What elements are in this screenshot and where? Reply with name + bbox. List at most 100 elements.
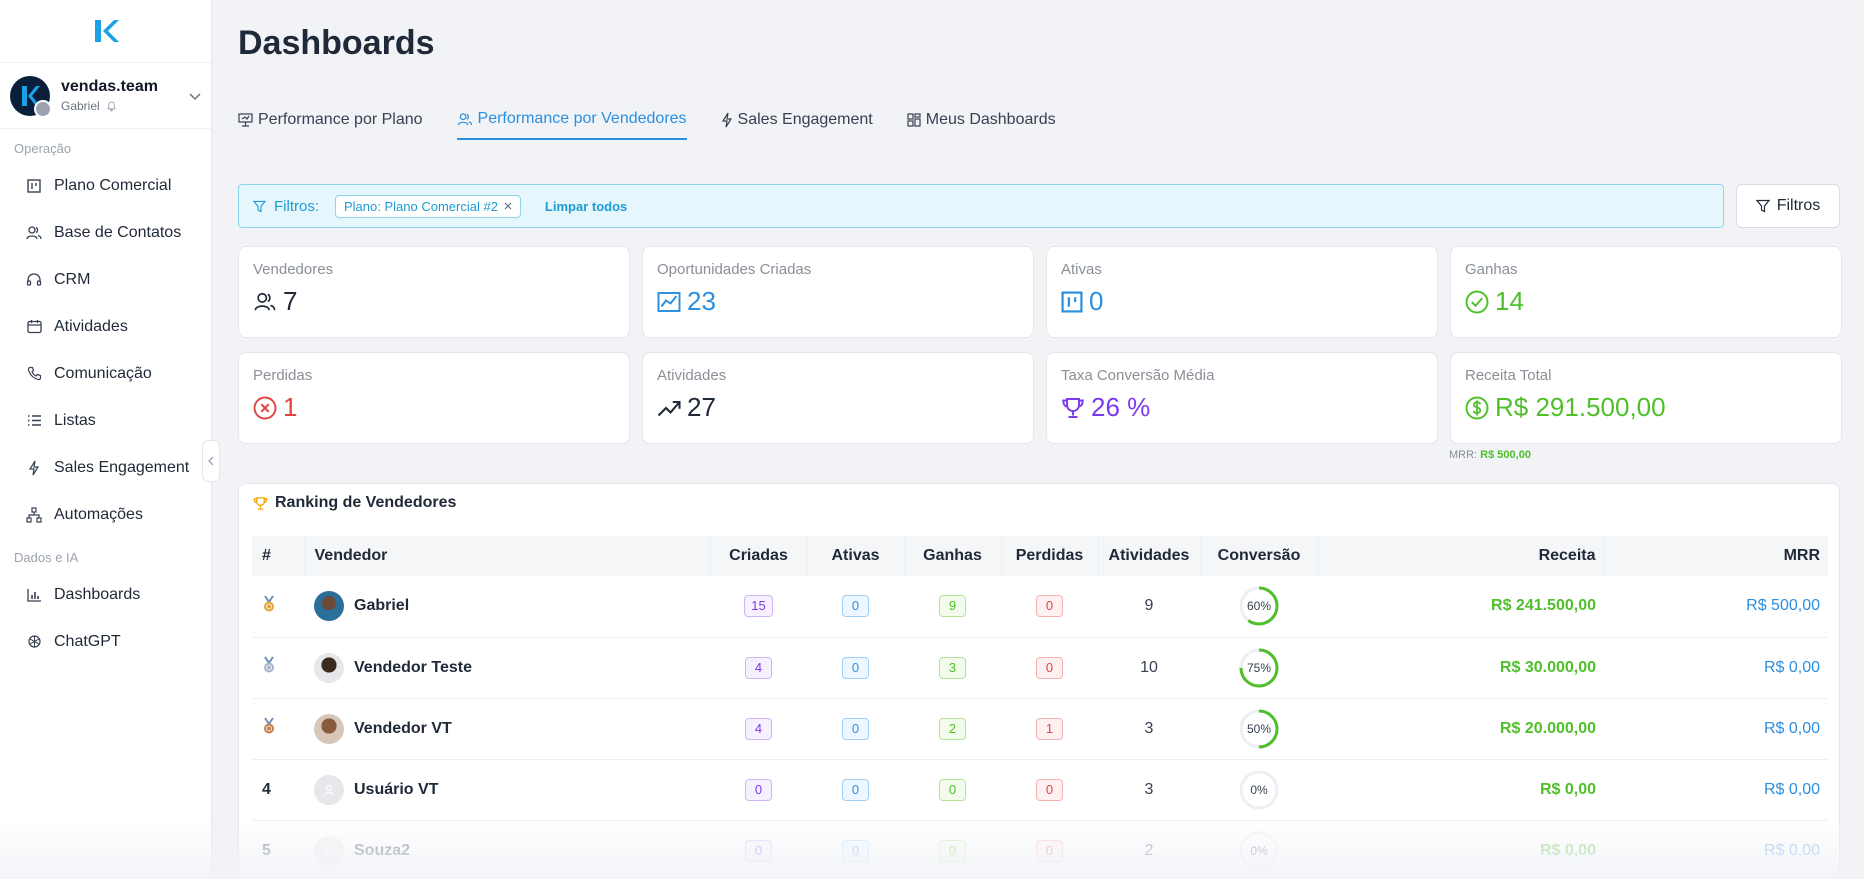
stat-label: Taxa Conversão Média [1061,367,1215,384]
ativas-badge: 0 [842,717,869,740]
sidebar-item-dashboards[interactable]: Dashboards [0,571,211,618]
lightning-icon [26,460,42,476]
conversion-value: 0% [1250,782,1268,797]
tab-label: Sales Engagement [737,111,873,128]
filters-button[interactable]: Filtros [1736,184,1840,228]
sidebar-item-automacoes[interactable]: Automações [0,491,211,538]
column-header-conversao[interactable]: Conversão [1200,536,1319,576]
column-header-rank[interactable]: # [252,536,305,576]
clear-all-filters-link[interactable]: Limpar todos [544,198,628,214]
mrr-value: R$ 0,00 [1763,658,1820,676]
team-switcher[interactable]: vendas.team Gabriel [0,63,211,129]
table-row[interactable]: Vendedor Teste 4 0 3 0 10 75% R$ 30.000,00 R$ 0,… [252,637,1828,698]
team-user-name: Gabriel [61,99,100,113]
column-header-perdidas[interactable]: Perdidas [1001,536,1099,576]
receita-value: R$ 30.000,00 [1499,658,1596,676]
sidebar-item-chatgpt[interactable]: ChatGPT [0,618,211,665]
column-header-criadas[interactable]: Criadas [710,536,808,576]
app-logo[interactable] [0,0,211,63]
sidebar-item-crm[interactable]: CRM [0,256,211,303]
main-content: Dashboards Performance por Plano Perform… [238,0,1864,879]
ativas-badge: 0 [842,656,869,679]
sidebar-item-atividades[interactable]: Atividades [0,303,211,350]
team-name: vendas.team [61,78,158,95]
column-header-atividades[interactable]: Atividades [1098,536,1201,576]
kanban-icon [26,178,42,194]
bell-icon[interactable] [106,100,117,112]
logo-icon [94,20,119,42]
avatar [314,591,344,622]
stat-card-taxa-conversao-media: Taxa Conversão Média 26 % [1046,352,1438,444]
vendedor-name[interactable]: Vendedor VT [354,719,452,737]
stat-card-ativas: Ativas 0 [1046,246,1438,338]
user-mini-avatar [34,99,52,118]
tab-performance-por-vendedores[interactable]: Performance por Vendedores [456,100,687,140]
conversion-ring: 60% [1238,585,1280,627]
ranking-table: # Vendedor Criadas Ativas Ganhas Perdida… [252,536,1828,879]
chatgpt-icon [26,634,42,650]
ranking-card: Ranking de Vendedores # Vendedor Criadas… [238,483,1840,879]
chevron-down-icon[interactable] [189,88,201,104]
tab-performance-por-plano[interactable]: Performance por Plano [238,100,423,140]
sidebar-item-label: ChatGPT [54,632,121,650]
atividades-value: 3 [1144,780,1154,798]
column-header-ativas[interactable]: Ativas [807,536,905,576]
filter-icon [253,200,266,213]
stat-value: 27 [687,392,716,422]
conversion-value: 50% [1246,721,1272,736]
stat-label: Perdidas [253,367,313,384]
mrr-value: R$ 500,00 [1746,597,1820,615]
filter-chip[interactable]: Plano: Plano Comercial #2 [335,194,521,218]
sidebar-item-comunicacao[interactable]: Comunicação [0,350,211,397]
stat-value: 7 [283,286,298,316]
mrr-summary-label: MRR: [1449,449,1478,461]
headset-icon [26,272,42,288]
tab-sales-engagement[interactable]: Sales Engagement [721,100,873,140]
flow-icon [26,506,42,523]
conversion-ring: 50% [1238,708,1280,750]
ranking-table-body: Gabriel 15 0 9 0 9 60% R$ 241.500,00 R$ 500,00 Ve… [252,576,1828,879]
table-row[interactable]: 4 Usuário VT 0 0 0 0 3 0% R$ 0,00 R$ 0,00 [252,759,1828,820]
column-header-ganhas[interactable]: Ganhas [904,536,1002,576]
sidebar-item-label: Plano Comercial [54,176,172,194]
sidebar-item-plano-comercial[interactable]: Plano Comercial [0,162,211,209]
avatar [314,713,344,744]
vendedor-name[interactable]: Gabriel [354,597,410,615]
users-icon [254,292,276,310]
conversion-value: 0% [1250,843,1268,858]
vendedor-name[interactable]: Souza2 [354,841,411,859]
table-row[interactable]: 5 Souza2 0 0 0 0 2 0% R$ 0,00 R$ 0,00 [252,820,1828,879]
lightning-icon [721,112,732,128]
sidebar-item-sales-engagement[interactable]: Sales Engagement [0,444,211,491]
mrr-summary-value: R$ 500,00 [1480,449,1531,461]
chevron-left-icon [208,456,214,466]
users-icon [457,112,472,125]
sidebar-item-label: Automações [54,505,143,523]
active-filters-bar: Filtros: Plano: Plano Comercial #2 Limpa… [238,184,1724,228]
close-icon[interactable] [504,202,512,210]
vendedor-name[interactable]: Vendedor Teste [354,658,472,676]
tab-label: Performance por Plano [258,111,423,128]
table-row[interactable]: Vendedor VT 4 0 2 1 3 50% R$ 20.000,00 R$ 0,00 [252,698,1828,759]
sidebar-collapse-button[interactable] [202,440,220,482]
column-header-vendedor[interactable]: Vendedor [304,536,711,576]
atividades-value: 3 [1144,719,1154,737]
table-row[interactable]: Gabriel 15 0 9 0 9 60% R$ 241.500,00 R$ 500,00 [252,576,1828,637]
tab-label: Performance por Vendedores [477,110,687,127]
stat-value: 23 [687,286,716,316]
criadas-badge: 4 [745,656,772,679]
column-header-mrr[interactable]: MRR [1783,547,1820,564]
ganhas-badge: 0 [939,778,966,801]
stat-card-oportunidades-criadas: Oportunidades Criadas 23 [642,246,1034,338]
receita-value: R$ 20.000,00 [1499,719,1596,737]
sidebar-item-listas[interactable]: Listas [0,397,211,444]
stat-label: Oportunidades Criadas [657,261,812,278]
vendedor-name[interactable]: Usuário VT [354,780,439,798]
line-chart-icon [657,291,681,312]
sidebar-item-label: Listas [54,411,96,429]
tab-meus-dashboards[interactable]: Meus Dashboards [907,100,1056,140]
perdidas-badge: 0 [1036,595,1063,618]
perdidas-badge: 1 [1036,717,1063,740]
column-header-receita[interactable]: Receita [1318,536,1605,576]
sidebar-item-base-de-contatos[interactable]: Base de Contatos [0,209,211,256]
